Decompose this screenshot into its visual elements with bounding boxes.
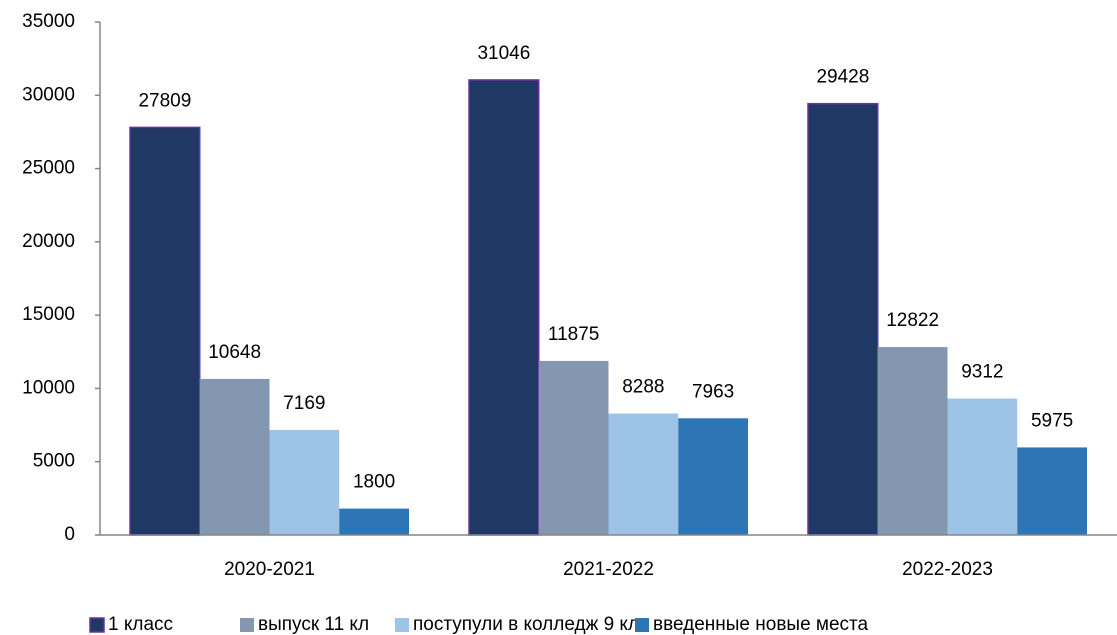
x-tick-label: 2022-2023 — [902, 559, 993, 580]
legend-label: 1 класс — [108, 614, 173, 635]
bar — [678, 418, 748, 535]
data-label: 12822 — [886, 310, 939, 331]
legend-swatch — [395, 618, 409, 632]
bar — [468, 79, 540, 536]
data-label: 5975 — [1031, 410, 1073, 431]
y-tick-label: 15000 — [22, 304, 75, 325]
data-label: 29428 — [816, 67, 869, 88]
data-label: 11875 — [548, 324, 599, 345]
bar — [947, 398, 1018, 535]
y-tick-label: 5000 — [33, 451, 75, 472]
bar — [129, 126, 201, 536]
y-tick-label: 20000 — [22, 231, 75, 252]
bar — [538, 360, 609, 535]
legend-swatch — [89, 617, 105, 633]
data-label: 8288 — [622, 377, 664, 398]
y-tick-label: 25000 — [22, 158, 75, 179]
data-label: 27809 — [138, 90, 191, 111]
data-label: 1800 — [353, 472, 395, 493]
bar — [199, 378, 270, 535]
bar — [339, 508, 409, 535]
legend-label: введенные новые места — [653, 614, 869, 635]
x-tick-label: 2021-2022 — [563, 559, 654, 580]
y-tick-label: 10000 — [22, 377, 75, 398]
bar — [877, 347, 948, 535]
data-label: 10648 — [208, 342, 261, 363]
legend-label: поступули в колледж 9 кл — [413, 614, 639, 635]
data-label: 7963 — [692, 381, 734, 402]
x-tick-label: 2020-2021 — [224, 559, 315, 580]
bar — [807, 102, 879, 536]
y-tick-label: 0 — [64, 524, 75, 545]
bar — [269, 429, 340, 535]
bar — [1017, 447, 1087, 535]
y-tick-label: 30000 — [22, 84, 75, 105]
legend-swatch — [240, 618, 254, 632]
legend-label: выпуск 11 кл — [258, 614, 369, 635]
data-label: 31046 — [477, 43, 530, 64]
y-tick-label: 35000 — [22, 11, 75, 32]
bar — [608, 413, 679, 535]
legend-swatch — [635, 618, 649, 632]
data-label: 7169 — [283, 393, 325, 414]
data-label: 9312 — [961, 362, 1003, 383]
